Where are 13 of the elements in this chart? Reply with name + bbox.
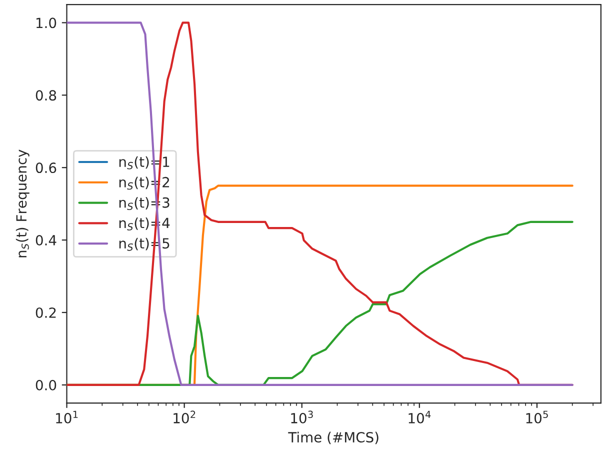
y-axis-title: n$_{S}$(t) Frequency bbox=[16, 150, 30, 258]
y-tick-label: 1.0 bbox=[36, 18, 56, 28]
x-tick-label: 10$^{1}$ bbox=[56, 410, 78, 424]
y-tick-label: 0.8 bbox=[36, 90, 56, 101]
x-tick-label: 10$^{5}$ bbox=[526, 410, 548, 424]
y-tick-label: 0.4 bbox=[36, 235, 56, 246]
y-tick-label: 0.2 bbox=[36, 307, 56, 318]
x-axis-title: Time (#MCS) bbox=[288, 432, 378, 444]
y-tick-label: 0.0 bbox=[36, 380, 56, 390]
x-tick-label: 10$^{4}$ bbox=[408, 410, 431, 424]
x-tick-label: 10$^{3}$ bbox=[291, 410, 313, 424]
y-tick-label: 0.6 bbox=[36, 162, 56, 174]
x-tick-label: 10$^{2}$ bbox=[174, 410, 196, 424]
